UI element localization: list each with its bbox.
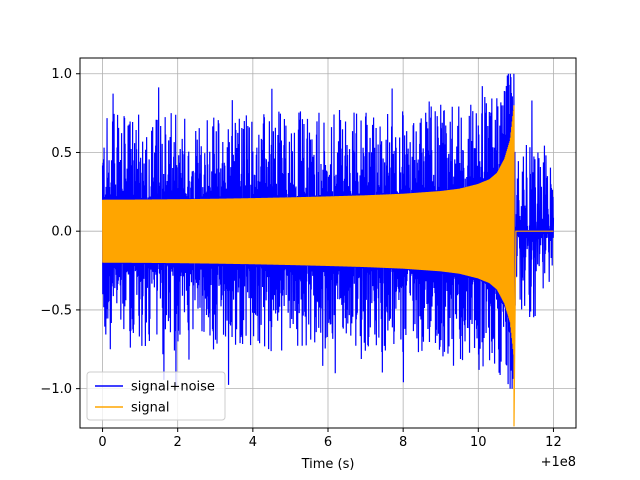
legend: signal+noise signal xyxy=(86,371,226,421)
series-layer xyxy=(101,73,555,427)
x-tick-label: 10 xyxy=(470,435,487,450)
x-offset-label: +1e8 xyxy=(541,455,576,470)
legend-label: signal xyxy=(131,401,169,416)
y-tick-label: 0.0 xyxy=(51,225,72,240)
y-tick-label: −0.5 xyxy=(40,303,72,318)
legend-label: signal+noise xyxy=(131,380,215,395)
x-axis-label: Time (s) xyxy=(301,457,355,472)
y-tick-label: 0.5 xyxy=(51,146,72,161)
y-tick-label: 1.0 xyxy=(51,67,72,82)
x-tick-label: 0 xyxy=(98,435,106,450)
series-line-signal xyxy=(101,105,554,427)
x-tick-label: 2 xyxy=(174,435,182,450)
x-tick-label: 4 xyxy=(249,435,257,450)
legend-box xyxy=(86,371,226,421)
x-tick-label: 8 xyxy=(399,435,407,450)
series-line-signal-noise xyxy=(101,73,555,389)
x-tick-label: 12 xyxy=(545,435,562,450)
y-tick-label: −1.0 xyxy=(40,382,72,397)
axis-ticks: 0 2 4 6 8 10 12 −1.0 −0.5 0.0 0.5 1.0 xyxy=(40,67,561,450)
x-tick-label: 6 xyxy=(324,435,332,450)
